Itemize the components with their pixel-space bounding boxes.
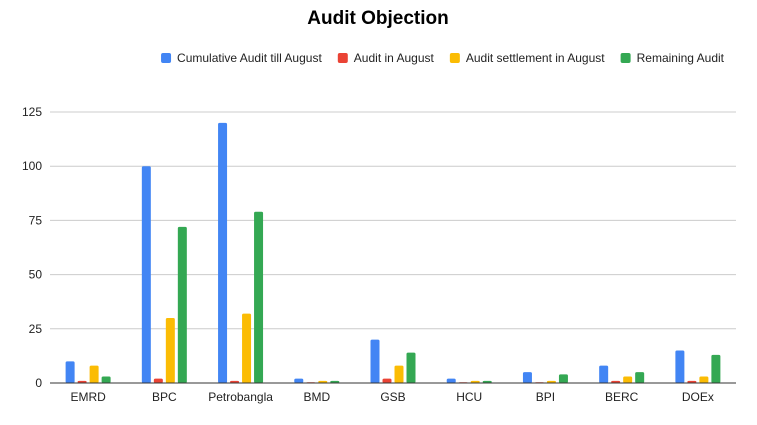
legend-swatch [620, 53, 631, 63]
bar-hcu-series-3 [482, 380, 492, 383]
y-tick-label: 75 [29, 213, 43, 227]
bar-doex-series-3 [711, 354, 721, 383]
legend-label: Audit in August [354, 51, 435, 65]
chart-title: Audit Objection [307, 8, 448, 29]
bar-bpi-series-2 [546, 380, 556, 383]
legend-label: Cumulative Audit till August [177, 51, 322, 65]
bar-bpi-series-0 [522, 372, 532, 383]
bar-berc-series-0 [599, 365, 609, 383]
legend-item: Remaining Audit [620, 51, 725, 65]
y-tick-label: 125 [22, 105, 42, 119]
bar-bpc-series-1 [153, 378, 163, 383]
chart-gridlines [50, 111, 736, 330]
chart-legend: Cumulative Audit till August Audit in Aug… [161, 51, 725, 65]
bar-berc-series-3 [635, 372, 645, 383]
x-tick-label: Petrobangla [208, 390, 273, 404]
bar-bpc-series-0 [141, 166, 151, 383]
legend-item: Audit settlement in August [449, 51, 605, 65]
x-tick-label: BPC [152, 390, 177, 404]
legend-swatch [449, 53, 460, 63]
legend-swatch [337, 53, 348, 63]
x-axis-ticks: EMRD BPC Petrobangla BMD GSB HCU BPI BERC DOEx [70, 390, 713, 404]
bar-doex-series-2 [699, 376, 709, 383]
bar-emrd-series-0 [65, 361, 75, 383]
y-tick-label: 25 [29, 322, 43, 336]
x-tick-label: HCU [456, 390, 482, 404]
y-axis-ticks: 0 25 50 75 100 125 [22, 105, 42, 390]
bar-hcu-series-0 [446, 378, 456, 383]
x-tick-label: GSB [380, 390, 405, 404]
bar-gsb-series-2 [394, 365, 404, 383]
bar-bmd-series-3 [330, 380, 340, 383]
bar-petrobangla-series-2 [242, 313, 252, 383]
legend-swatch [161, 53, 172, 63]
legend-item: Audit in August [337, 51, 435, 65]
bar-gsb-series-1 [382, 378, 392, 383]
bar-berc-series-2 [623, 376, 633, 383]
x-tick-label: BPI [536, 390, 555, 404]
y-tick-label: 0 [35, 376, 42, 390]
bar-bpi-series-3 [558, 374, 568, 383]
legend-item: Cumulative Audit till August [161, 51, 322, 65]
x-tick-label: DOEx [682, 390, 714, 404]
bar-gsb-series-0 [370, 339, 380, 383]
legend-label: Remaining Audit [637, 51, 725, 65]
chart-bars [65, 122, 721, 383]
bar-emrd-series-2 [89, 365, 99, 383]
x-tick-label: BERC [605, 390, 639, 404]
y-tick-label: 50 [29, 268, 43, 282]
x-tick-label: BMD [303, 390, 330, 404]
bar-bmd-series-0 [294, 378, 304, 383]
bar-bmd-series-2 [318, 380, 328, 383]
bar-berc-series-1 [611, 380, 621, 383]
bar-doex-series-0 [675, 350, 685, 383]
legend-label: Audit settlement in August [466, 51, 605, 65]
bar-petrobangla-series-3 [254, 211, 264, 383]
bar-petrobangla-series-0 [218, 122, 228, 383]
y-tick-label: 100 [22, 159, 42, 173]
bar-emrd-series-1 [77, 380, 87, 383]
bar-bpc-series-2 [165, 317, 175, 383]
bar-emrd-series-3 [101, 376, 111, 383]
x-tick-label: EMRD [70, 390, 106, 404]
bar-petrobangla-series-1 [230, 380, 240, 383]
bar-gsb-series-3 [406, 352, 416, 383]
bar-hcu-series-2 [470, 380, 480, 383]
bar-bpc-series-3 [177, 226, 187, 383]
bar-doex-series-1 [687, 380, 697, 383]
